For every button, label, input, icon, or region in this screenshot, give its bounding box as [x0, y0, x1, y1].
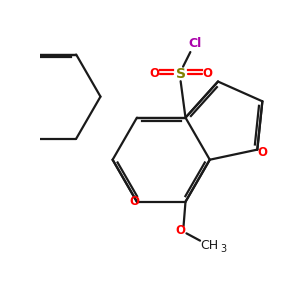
Text: O: O: [176, 224, 186, 237]
Text: O: O: [202, 68, 212, 80]
Text: CH: CH: [201, 239, 219, 252]
Text: Cl: Cl: [189, 37, 202, 50]
Text: O: O: [149, 68, 159, 80]
Text: 3: 3: [220, 244, 226, 254]
Text: O: O: [257, 146, 267, 158]
Text: O: O: [130, 195, 140, 208]
Text: S: S: [176, 67, 186, 81]
